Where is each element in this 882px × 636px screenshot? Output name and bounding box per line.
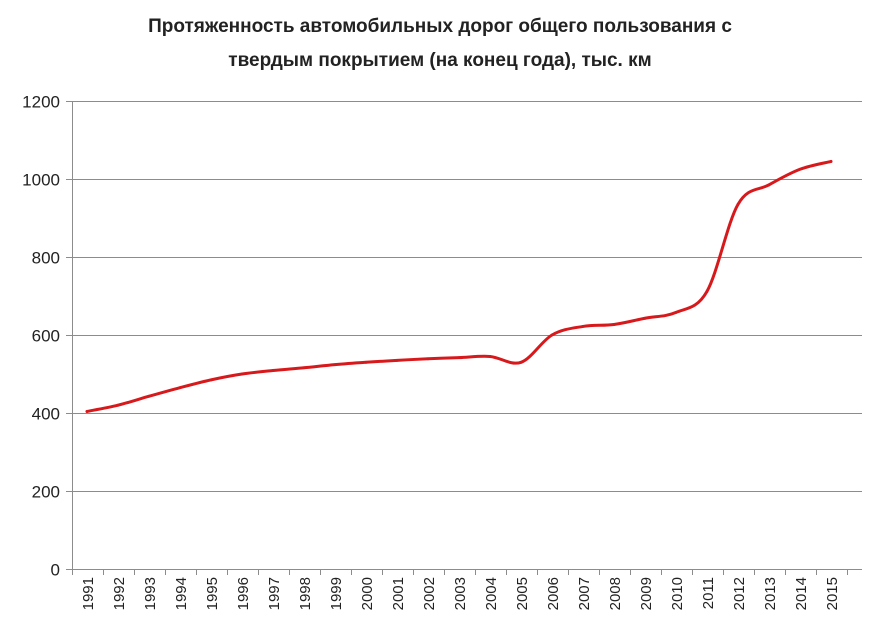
- data-point: [581, 325, 585, 328]
- y-tick-label: 800: [32, 249, 60, 268]
- data-point: [550, 333, 554, 337]
- data-point: [829, 160, 833, 163]
- x-tick-label: 1995: [204, 577, 221, 610]
- data-point: [705, 289, 709, 293]
- data-point: [364, 360, 368, 364]
- y-tick-label: 0: [51, 561, 60, 580]
- data-point: [85, 410, 89, 413]
- x-tick-label: 2005: [514, 577, 531, 610]
- x-tick-label: 1996: [235, 577, 252, 610]
- series-line: [85, 159, 833, 413]
- data-point: [736, 202, 740, 206]
- series: [85, 159, 833, 413]
- x-tick-label: 2001: [390, 577, 407, 610]
- data-point: [240, 372, 244, 376]
- x-tick-label: 2004: [483, 577, 500, 610]
- data-point: [147, 394, 151, 398]
- data-point: [302, 366, 306, 370]
- data-point: [178, 386, 182, 390]
- x-tick-labels: 1991 1992 1993 1994 1995 1996 1997 1998 1999 2000…: [80, 577, 841, 610]
- axes: [66, 101, 862, 575]
- data-point: [767, 183, 771, 187]
- y-tick-label: 1000: [22, 171, 60, 190]
- x-tick-label: 2006: [545, 577, 562, 610]
- x-tick-label: 2002: [421, 577, 438, 610]
- data-point: [457, 356, 461, 360]
- x-tick-label: 2012: [731, 577, 748, 610]
- x-tick-label: 2003: [452, 577, 469, 610]
- y-tick-label: 600: [32, 327, 60, 346]
- data-point: [395, 358, 399, 362]
- data-point: [798, 167, 802, 171]
- chart-title: Протяженность автомобильных дорог общего…: [148, 16, 732, 71]
- x-tick-label: 1993: [142, 577, 159, 610]
- data-point: [209, 378, 213, 382]
- data-point: [643, 316, 647, 320]
- y-tick-label: 200: [32, 483, 60, 502]
- data-point: [488, 355, 492, 358]
- data-point: [426, 357, 430, 361]
- x-tick-label: 2007: [576, 577, 593, 610]
- x-tick-label: 2013: [762, 577, 779, 610]
- x-tick-label: 2011: [700, 577, 717, 609]
- x-tick-label: 2000: [359, 577, 376, 610]
- data-point: [674, 310, 678, 314]
- x-tick-label: 1998: [297, 577, 314, 610]
- x-tick-label: 2014: [793, 577, 810, 610]
- data-point: [333, 363, 337, 367]
- x-tick-label: 2010: [669, 577, 686, 610]
- x-tick-label: 2008: [607, 577, 624, 610]
- x-tick-label: 1994: [173, 577, 190, 610]
- y-tick-label: 1200: [22, 93, 60, 112]
- x-tick-label: 2015: [824, 577, 841, 610]
- data-point: [271, 369, 275, 372]
- x-tick-label: 2009: [638, 577, 655, 610]
- x-tick-label: 1999: [328, 577, 345, 610]
- data-point: [116, 403, 120, 407]
- data-point: [519, 360, 523, 364]
- x-tick-label: 1992: [111, 577, 128, 610]
- x-tick-label: 1991: [80, 577, 97, 610]
- data-point: [612, 323, 616, 326]
- gridlines: [72, 101, 862, 492]
- y-tick-label: 400: [32, 405, 60, 424]
- y-tick-labels: 0 200 400 600 800 1000 1200: [22, 93, 60, 580]
- x-tick-label: 1997: [266, 577, 283, 610]
